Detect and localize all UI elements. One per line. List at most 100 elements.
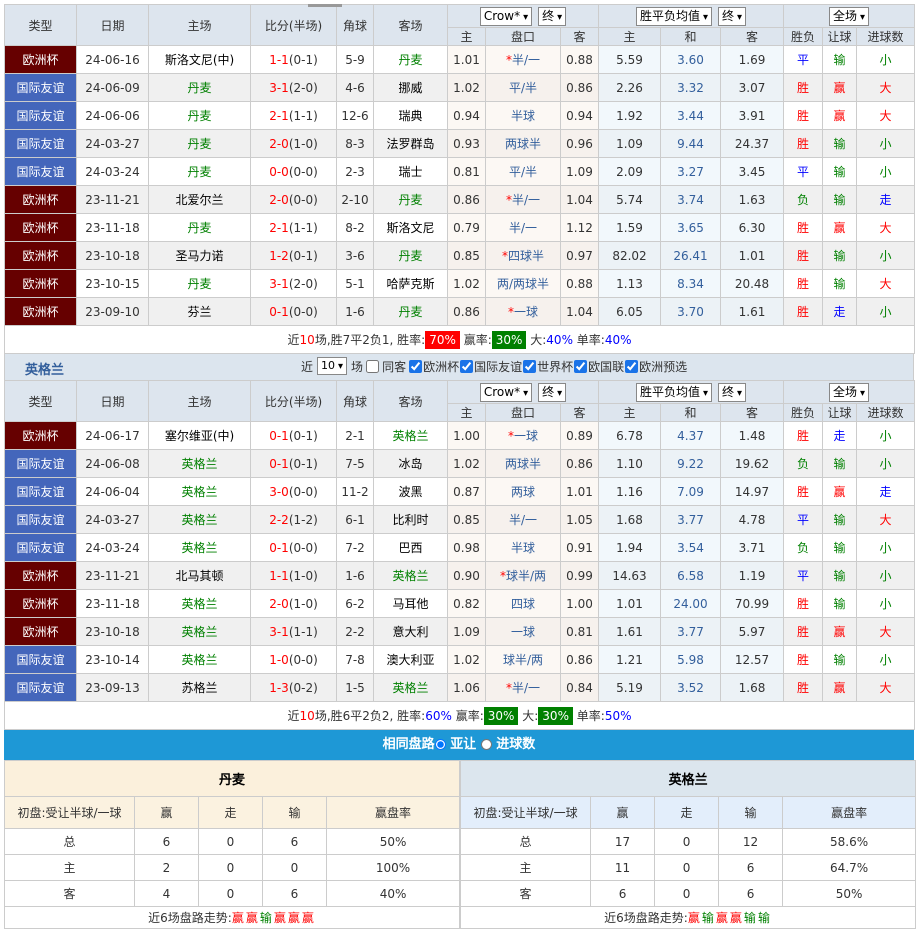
- away-team[interactable]: 意大利: [373, 617, 448, 646]
- score[interactable]: 1-1(1-0): [250, 561, 337, 590]
- match-type[interactable]: 欧洲杯: [4, 185, 77, 214]
- top-tab[interactable]: [308, 4, 342, 7]
- company-select[interactable]: Crow* ▾: [479, 382, 533, 402]
- match-count-select[interactable]: 10 ▾: [317, 357, 348, 375]
- score[interactable]: 0-1(0-1): [250, 449, 337, 478]
- scope-select[interactable]: 全场 ▾: [829, 6, 870, 26]
- match-type[interactable]: 国际友谊: [4, 533, 77, 562]
- match-type[interactable]: 欧洲杯: [4, 561, 77, 590]
- away-team[interactable]: 挪威: [373, 73, 448, 102]
- home-team[interactable]: 苏格兰: [148, 673, 251, 702]
- match-type[interactable]: 欧洲杯: [4, 421, 77, 450]
- away-team[interactable]: 马耳他: [373, 589, 448, 618]
- filter-checkbox[interactable]: [409, 359, 423, 373]
- home-team[interactable]: 英格兰: [148, 533, 251, 562]
- match-type[interactable]: 欧洲杯: [4, 297, 77, 326]
- filter-checkbox[interactable]: [523, 359, 537, 373]
- match-type[interactable]: 国际友谊: [4, 477, 77, 506]
- filter-checkbox[interactable]: [460, 359, 474, 373]
- score[interactable]: 3-1(2-0): [250, 269, 337, 298]
- score[interactable]: 0-1(0-0): [250, 533, 337, 562]
- away-team[interactable]: 英格兰: [373, 421, 448, 450]
- scope-select[interactable]: 全场 ▾: [829, 382, 870, 402]
- away-team[interactable]: 比利时: [373, 505, 448, 534]
- score[interactable]: 0-1(0-1): [250, 421, 337, 450]
- match-type[interactable]: 欧洲杯: [4, 213, 77, 242]
- home-team[interactable]: 丹麦: [148, 157, 251, 186]
- away-team[interactable]: 巴西: [373, 533, 448, 562]
- home-team[interactable]: 英格兰: [148, 505, 251, 534]
- home-team[interactable]: 英格兰: [148, 589, 251, 618]
- score[interactable]: 1-2(0-1): [250, 241, 337, 270]
- match-type[interactable]: 国际友谊: [4, 449, 77, 478]
- home-team[interactable]: 英格兰: [148, 449, 251, 478]
- match-type[interactable]: 欧洲杯: [4, 589, 77, 618]
- home-team[interactable]: 英格兰: [148, 617, 251, 646]
- away-team[interactable]: 瑞士: [373, 157, 448, 186]
- home-team[interactable]: 斯洛文尼(中): [148, 45, 251, 74]
- away-team[interactable]: 瑞典: [373, 101, 448, 130]
- home-team[interactable]: 英格兰: [148, 477, 251, 506]
- match-type[interactable]: 国际友谊: [4, 505, 77, 534]
- score[interactable]: 2-0(0-0): [250, 185, 337, 214]
- company-select[interactable]: Crow* ▾: [479, 6, 533, 26]
- home-team[interactable]: 北爱尔兰: [148, 185, 251, 214]
- score[interactable]: 2-0(1-0): [250, 589, 337, 618]
- end2-select[interactable]: 终 ▾: [718, 6, 747, 26]
- home-team[interactable]: 丹麦: [148, 101, 251, 130]
- match-type[interactable]: 欧洲杯: [4, 45, 77, 74]
- end2-select[interactable]: 终 ▾: [718, 382, 747, 402]
- score[interactable]: 0-1(0-0): [250, 297, 337, 326]
- match-type[interactable]: 欧洲杯: [4, 269, 77, 298]
- end1-select[interactable]: 终 ▾: [538, 6, 567, 26]
- score[interactable]: 3-1(2-0): [250, 73, 337, 102]
- end1-select[interactable]: 终 ▾: [538, 382, 567, 402]
- avg-select[interactable]: 胜平负均值 ▾: [635, 382, 713, 402]
- home-team[interactable]: 丹麦: [148, 213, 251, 242]
- home-team[interactable]: 圣马力诺: [148, 241, 251, 270]
- score[interactable]: 2-2(1-2): [250, 505, 337, 534]
- match-type[interactable]: 国际友谊: [4, 673, 77, 702]
- away-team[interactable]: 丹麦: [373, 241, 448, 270]
- home-team[interactable]: 北马其顿: [148, 561, 251, 590]
- away-team[interactable]: 澳大利亚: [373, 645, 448, 674]
- away-team[interactable]: 英格兰: [373, 561, 448, 590]
- score[interactable]: 2-0(1-0): [250, 129, 337, 158]
- home-team[interactable]: 丹麦: [148, 129, 251, 158]
- away-team[interactable]: 冰岛: [373, 449, 448, 478]
- home-team[interactable]: 英格兰: [148, 645, 251, 674]
- match-type[interactable]: 欧洲杯: [4, 241, 77, 270]
- match-type[interactable]: 国际友谊: [4, 101, 77, 130]
- filter-checkbox[interactable]: [574, 359, 588, 373]
- match-type[interactable]: 国际友谊: [4, 73, 77, 102]
- away-team[interactable]: 哈萨克斯: [373, 269, 448, 298]
- away-team[interactable]: 英格兰: [373, 673, 448, 702]
- match-type[interactable]: 国际友谊: [4, 157, 77, 186]
- away-team[interactable]: 波黑: [373, 477, 448, 506]
- match-type[interactable]: 国际友谊: [4, 645, 77, 674]
- home-team[interactable]: 丹麦: [148, 269, 251, 298]
- radio-asian[interactable]: [434, 739, 446, 750]
- home-team[interactable]: 丹麦: [148, 73, 251, 102]
- avg-select[interactable]: 胜平负均值 ▾: [635, 6, 713, 26]
- score[interactable]: 1-3(0-2): [250, 673, 337, 702]
- filter-checkbox[interactable]: [625, 359, 639, 373]
- score[interactable]: 1-1(0-1): [250, 45, 337, 74]
- home-team[interactable]: 芬兰: [148, 297, 251, 326]
- radio-goals[interactable]: [480, 739, 492, 750]
- score[interactable]: 2-1(1-1): [250, 101, 337, 130]
- away-team[interactable]: 丹麦: [373, 45, 448, 74]
- away-team[interactable]: 丹麦: [373, 185, 448, 214]
- match-type[interactable]: 国际友谊: [4, 129, 77, 158]
- home-team[interactable]: 塞尔维亚(中): [148, 421, 251, 450]
- away-team[interactable]: 斯洛文尼: [373, 213, 448, 242]
- away-team[interactable]: 丹麦: [373, 297, 448, 326]
- away-team[interactable]: 法罗群岛: [373, 129, 448, 158]
- score[interactable]: 3-1(1-1): [250, 617, 337, 646]
- score[interactable]: 0-0(0-0): [250, 157, 337, 186]
- match-type[interactable]: 欧洲杯: [4, 617, 77, 646]
- score[interactable]: 3-0(0-0): [250, 477, 337, 506]
- score[interactable]: 1-0(0-0): [250, 645, 337, 674]
- same-away-checkbox[interactable]: [366, 359, 380, 373]
- score[interactable]: 2-1(1-1): [250, 213, 337, 242]
